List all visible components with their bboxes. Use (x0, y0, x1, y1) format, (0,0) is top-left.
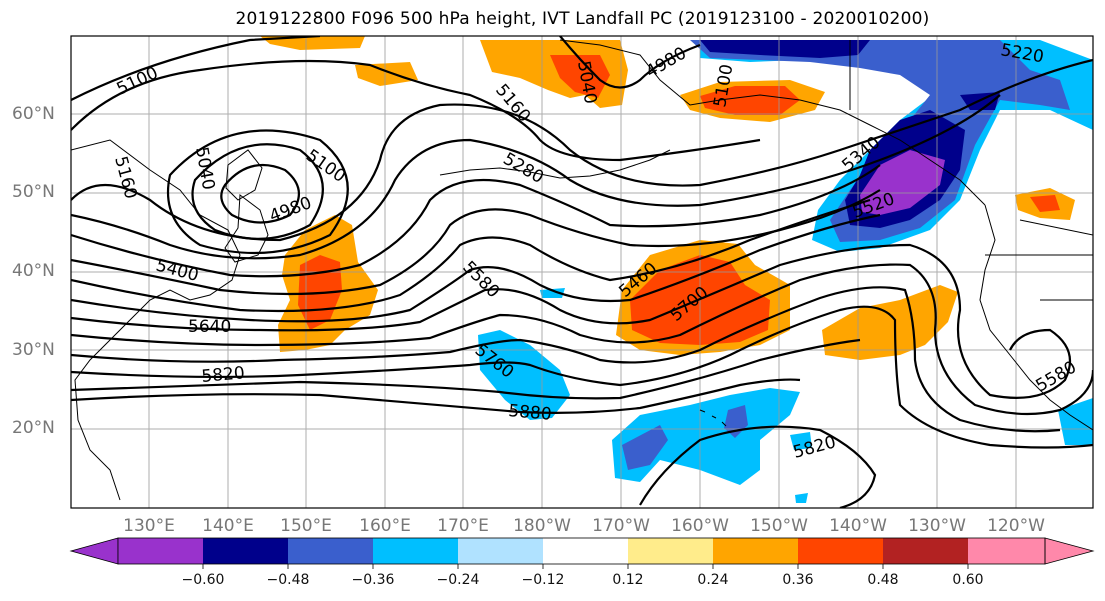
shade-orange-small-2 (260, 36, 365, 50)
colorbar-swatch (798, 538, 883, 564)
colorbar-tick-marks (202, 564, 969, 569)
shade-orange-small-1 (355, 62, 418, 86)
contour-5880 (71, 378, 801, 414)
contour-5340 (71, 164, 881, 278)
shade-lightblue-east (1058, 398, 1093, 445)
colorbar-tick-label: 0.24 (697, 572, 729, 588)
lat-label-60n: 60°N (12, 104, 55, 124)
contour-5580 (71, 243, 1072, 399)
lon-label: 150°W (750, 516, 808, 536)
colorbar-swatch (288, 538, 373, 564)
contour-5400 (71, 189, 881, 296)
colorbar-tick-label: 0.60 (952, 572, 984, 588)
contour-5820-south (639, 425, 877, 508)
colorbar-extend-left (69, 537, 119, 565)
colorbar-extend-right (1044, 537, 1095, 565)
shade-lightblue-small-1 (540, 288, 565, 298)
contour-5280 (71, 94, 1001, 260)
colorbar-swatch (543, 538, 628, 564)
lon-label: 140°W (829, 516, 887, 536)
shade-lightblue-small-2 (790, 432, 812, 450)
contour-5640 (71, 263, 1093, 416)
lon-label: 160°E (359, 516, 411, 536)
colorbar-swatch (968, 538, 1045, 564)
shade-red-california (1030, 195, 1060, 212)
contour-5460 (71, 198, 871, 313)
colorbar-swatch (118, 538, 203, 564)
colorbar-tick-label: −0.12 (521, 572, 565, 588)
aleutians (439, 149, 671, 179)
contour-5100-ring (166, 129, 349, 255)
lat-label-40n: 40°N (12, 261, 55, 281)
contour-5160 (71, 59, 761, 162)
colorbar-tick-label: 0.12 (612, 572, 644, 588)
plot-frame (70, 35, 1094, 509)
colorbar-swatch (628, 538, 713, 564)
shade-red-north-pacific (550, 55, 610, 98)
shade-blue-ne (690, 40, 1070, 242)
us-borders (985, 219, 1093, 301)
contour-5040-top (559, 36, 701, 89)
colorbar-tick-label: 0.36 (782, 572, 814, 588)
lon-label: 130°W (908, 516, 966, 536)
lon-label: 170°E (437, 516, 489, 536)
colorbar-tick-label: −0.60 (181, 572, 225, 588)
shade-purple-coast (860, 150, 945, 215)
alaska-coastline (559, 39, 986, 206)
colorbar (69, 537, 1095, 569)
hawaii (699, 409, 727, 427)
contour-5700 (71, 286, 1061, 433)
shade-red-gulf (700, 86, 800, 115)
contour-5520 (71, 213, 881, 323)
height-contours (71, 36, 1093, 508)
colorbar-tick-label: −0.48 (266, 572, 310, 588)
lat-label-30n: 30°N (12, 340, 55, 360)
shade-lightblue-small-3 (795, 493, 808, 503)
contour-5820-west (71, 338, 861, 400)
lon-label: 130°E (123, 516, 175, 536)
contour-5040-ring (191, 143, 324, 240)
lon-label: 140°E (202, 516, 254, 536)
lat-label-20n: 20°N (12, 418, 55, 438)
lon-label: 120°W (987, 516, 1045, 536)
contour-5100-top (71, 36, 321, 101)
contour-label: 5880 (508, 401, 553, 425)
kamchatka-coastline (225, 149, 263, 201)
lon-label: 150°E (280, 516, 332, 536)
lon-label: 160°W (671, 516, 729, 536)
colorbar-tick-label: −0.36 (351, 572, 395, 588)
contour-4980-ring (220, 163, 300, 224)
colorbar-swatch (203, 538, 288, 564)
colorbar-swatch (713, 538, 798, 564)
lon-label: 180°W (513, 516, 571, 536)
shade-navy-ne (700, 40, 870, 58)
colorbar-tick-label: 0.48 (867, 572, 899, 588)
colorbar-swatch (373, 538, 458, 564)
coastlines (71, 39, 1093, 501)
contour-5220 (71, 58, 1093, 242)
contour-label: 5640 (188, 317, 231, 337)
lat-label-50n: 50°N (12, 182, 55, 202)
shade-blue-central (622, 425, 668, 470)
colorbar-swatch (458, 538, 543, 564)
contour-label: 5820 (201, 363, 246, 387)
contour-5760 (71, 305, 1093, 449)
colorbar-swatch (883, 538, 968, 564)
map-title: 2019122800 F096 500 hPa height, IVT Land… (235, 9, 930, 29)
colorbar-tick-label: −0.24 (436, 572, 480, 588)
asia-coastline (71, 139, 241, 501)
colorbar-frame (117, 537, 1046, 565)
lon-label: 170°W (592, 516, 650, 536)
shade-lightblue-central-2 (612, 388, 800, 485)
